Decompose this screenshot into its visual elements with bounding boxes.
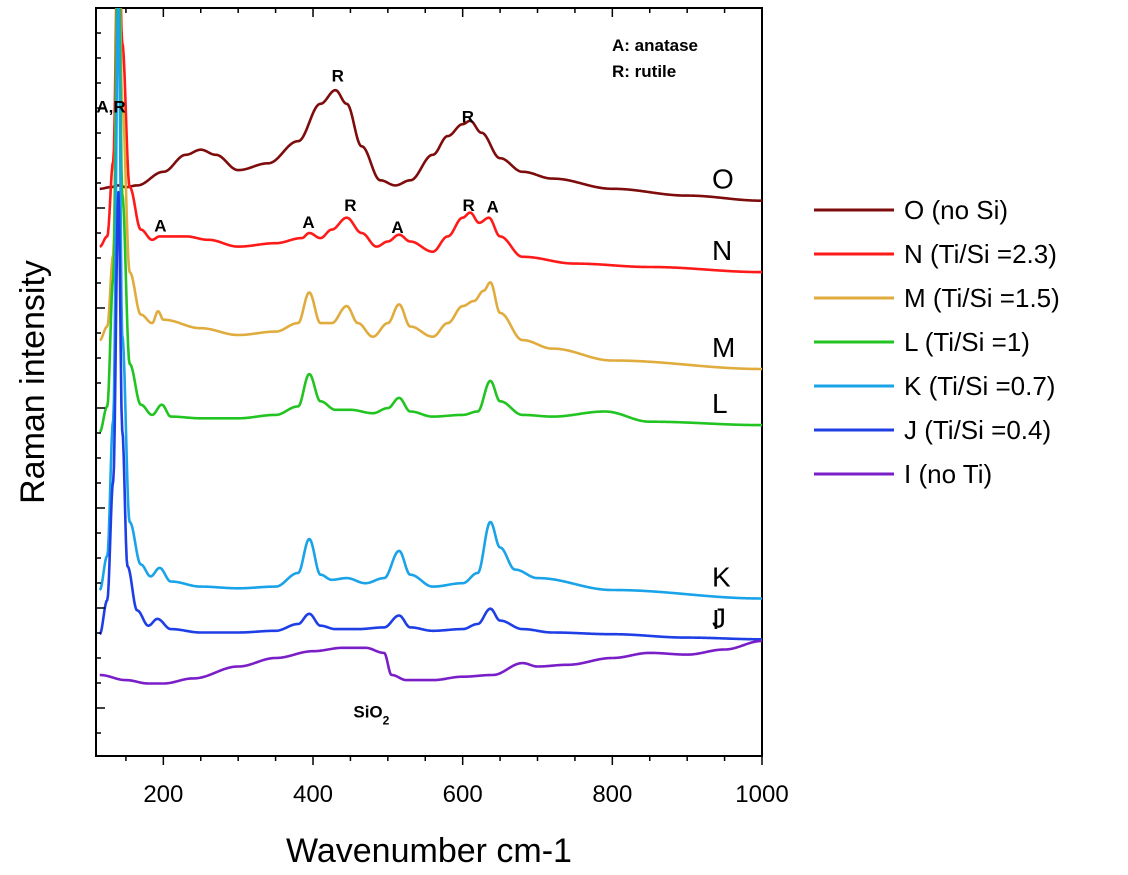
note-rutile: R: rutile [612, 62, 676, 81]
curve-label-L: L [712, 388, 728, 419]
peak-annotation: A [302, 213, 314, 232]
series-line-M [99, 8, 762, 371]
peak-annotation: R [462, 108, 474, 127]
legend: O (no Si) N (Ti/Si =2.3) M (Ti/Si =1.5) L (… [814, 195, 1060, 489]
x-tick-label: 1000 [735, 781, 788, 808]
series-line-J [98, 190, 762, 641]
axis-layer: 200 400 600 800 1000 [96, 8, 789, 808]
x-axis-title: Wavenumber cm-1 [286, 832, 572, 870]
legend-label-L: L (Ti/Si =1) [904, 327, 1030, 357]
legend-label-K: K (Ti/Si =0.7) [904, 371, 1055, 401]
series-line-I [99, 639, 762, 685]
curve-label-I: I [712, 604, 720, 635]
series-layer [98, 8, 762, 685]
series-line-L [98, 8, 762, 433]
legend-label-O: O (no Si) [904, 195, 1008, 225]
peak-annotation: A [154, 216, 166, 235]
curve-label-M: M [712, 332, 735, 363]
series-line-O [99, 88, 762, 202]
peak-annotation: R [463, 196, 475, 215]
plot-frame [95, 7, 763, 757]
peak-annotation: R [332, 67, 344, 86]
curve-label-J: J [712, 602, 726, 633]
peak-annotation: SiO2 [353, 703, 389, 728]
note-anatase: A: anatase [612, 36, 698, 55]
curve-label-N: N [712, 235, 732, 266]
legend-label-J: J (Ti/Si =0.4) [904, 415, 1051, 445]
x-tick-label: 400 [293, 781, 333, 808]
x-tick-label: 200 [143, 781, 183, 808]
x-tick-label: 800 [592, 781, 632, 808]
peak-annotation: A,R [96, 97, 125, 116]
series-line-K [98, 8, 762, 600]
curve-label-K: K [712, 562, 731, 593]
legend-label-N: N (Ti/Si =2.3) [904, 239, 1057, 269]
peak-annotation: A [486, 198, 498, 217]
peak-annotation: R [344, 196, 356, 215]
series-line-N [99, 8, 762, 274]
x-tick-label: 600 [443, 781, 483, 808]
curve-label-O: O [712, 164, 734, 195]
legend-label-M: M (Ti/Si =1.5) [904, 283, 1060, 313]
peak-annotation: A [391, 218, 403, 237]
y-axis-title: Raman intensity [14, 260, 52, 504]
legend-label-I: I (no Ti) [904, 459, 992, 489]
